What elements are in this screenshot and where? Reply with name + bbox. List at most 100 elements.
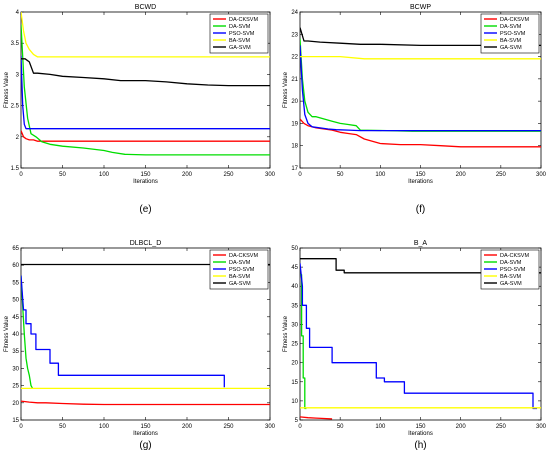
y-tick-label: 65	[12, 246, 19, 252]
x-axis-label: Iterations	[408, 179, 433, 185]
x-tick-label: 300	[265, 424, 276, 430]
y-tick-label: 50	[291, 246, 298, 252]
x-tick-label: 200	[456, 424, 467, 430]
series-line-da-cksvm	[300, 416, 333, 420]
x-tick-label: 150	[140, 424, 151, 430]
y-tick-label: 30	[291, 322, 298, 328]
legend-entry: GA-SVM	[500, 281, 522, 287]
legend-entry: DA-SVM	[500, 260, 522, 266]
y-tick-label: 45	[291, 265, 298, 271]
y-axis-label: Fitness Value	[283, 71, 289, 108]
series-line-pso-svm	[21, 275, 225, 388]
x-tick-label: 100	[99, 424, 110, 430]
legend-entry: GA-SVM	[229, 45, 251, 51]
y-tick-label: 55	[12, 280, 19, 286]
x-tick-label: 200	[456, 172, 467, 178]
y-tick-label: 23	[291, 32, 298, 38]
y-tick-label: 2.5	[11, 104, 20, 110]
chart-panel-3: DLBCL_D 0 50 100 150 200 250 300 15 20 25 30 35 40 45 5…	[4, 240, 276, 451]
legend-entry: DA-CKSVM	[229, 17, 258, 23]
x-tick-label: 300	[536, 172, 547, 178]
x-tick-label: 150	[415, 424, 426, 430]
series-line-da-cksvm	[21, 130, 270, 142]
series-line-da-svm	[21, 24, 270, 156]
y-tick-label: 22	[291, 55, 298, 61]
x-tick-label: 50	[337, 424, 344, 430]
x-tick-label: 250	[496, 424, 507, 430]
y-tick-label: 35	[291, 303, 298, 309]
legend-entry: BA-SVM	[229, 274, 251, 280]
legend-entry: DA-CKSVM	[500, 17, 529, 23]
series-line-pso-svm	[300, 263, 537, 410]
y-tick-label: 25	[12, 384, 19, 390]
chart-panel-4: B_A 0 50 100 150 200 250 300 5 10 15 20 25 30 35 40 45 50…	[283, 240, 547, 451]
panel-caption: (h)	[414, 440, 426, 451]
legend-entry: DA-SVM	[229, 24, 251, 30]
chart-panel-2: BCWP 0 50 100 150 200 250 300 17 18 19 20 21 22 23 24 It…	[283, 4, 547, 215]
y-axis-label: Fitness Value	[283, 315, 289, 352]
y-axis-label: Fitness Value	[4, 71, 10, 108]
series-line-ga-svm	[300, 27, 541, 47]
chart-title: DLBCL_D	[130, 240, 162, 247]
x-tick-label: 0	[19, 172, 23, 178]
y-tick-label: 40	[12, 332, 19, 338]
legend-entry: PSO-SVM	[500, 31, 526, 37]
panel-caption: (e)	[139, 204, 151, 215]
series-line-ga-svm	[300, 258, 541, 274]
x-tick-label: 100	[99, 172, 110, 178]
legend-entry: DA-SVM	[500, 24, 522, 30]
x-tick-label: 300	[265, 172, 276, 178]
series-line-da-svm	[21, 275, 34, 389]
y-tick-label: 21	[291, 77, 298, 83]
y-tick-label: 2	[16, 135, 20, 141]
y-tick-label: 15	[12, 418, 19, 424]
x-tick-label: 0	[298, 172, 302, 178]
y-tick-label: 20	[291, 99, 298, 105]
x-axis-label: Iterations	[408, 431, 433, 437]
x-tick-label: 250	[496, 172, 507, 178]
x-axis-label: Iterations	[133, 179, 158, 185]
x-tick-label: 50	[59, 172, 66, 178]
x-tick-label: 250	[223, 172, 234, 178]
legend-entry: PSO-SVM	[229, 267, 255, 273]
y-tick-label: 20	[12, 401, 19, 407]
y-tick-label: 50	[12, 298, 19, 304]
legend-entry: PSO-SVM	[500, 267, 526, 273]
x-tick-label: 0	[298, 424, 302, 430]
legend-entry: DA-CKSVM	[229, 253, 258, 259]
x-tick-label: 200	[182, 172, 193, 178]
x-tick-label: 100	[375, 424, 386, 430]
chart-title: BCWD	[135, 4, 156, 11]
legend-entry: GA-SVM	[229, 281, 251, 287]
x-tick-label: 150	[415, 172, 426, 178]
legend-entry: GA-SVM	[500, 45, 522, 51]
legend-entry: BA-SVM	[500, 274, 522, 280]
legend-entry: DA-SVM	[229, 260, 251, 266]
y-tick-label: 35	[12, 349, 19, 355]
y-tick-label: 15	[291, 380, 298, 386]
y-tick-label: 3.5	[11, 41, 20, 47]
x-tick-label: 50	[337, 172, 344, 178]
y-tick-label: 24	[291, 10, 298, 16]
x-tick-label: 50	[59, 424, 66, 430]
x-tick-label: 300	[536, 424, 547, 430]
y-tick-label: 18	[291, 144, 298, 150]
y-tick-label: 60	[12, 263, 19, 269]
series-line-pso-svm	[21, 55, 270, 130]
legend-entry: BA-SVM	[229, 38, 251, 44]
series-line-ba-svm	[300, 55, 541, 60]
y-tick-label: 3	[16, 72, 20, 78]
series-line-da-svm	[300, 274, 307, 410]
x-axis-label: Iterations	[133, 431, 158, 437]
series-line-da-svm	[300, 38, 541, 132]
y-tick-label: 10	[291, 399, 298, 405]
chart-panel-1: BCWD 0 50 100 150 200 250 300 1.5 2 2.5 3 3.5 4 Iterat…	[4, 4, 276, 215]
y-tick-label: 19	[291, 121, 298, 127]
series-line-pso-svm	[300, 45, 541, 132]
legend-entry: DA-CKSVM	[500, 253, 529, 259]
series-line-da-cksvm	[21, 400, 270, 406]
y-axis-label: Fitness Value	[4, 315, 10, 352]
